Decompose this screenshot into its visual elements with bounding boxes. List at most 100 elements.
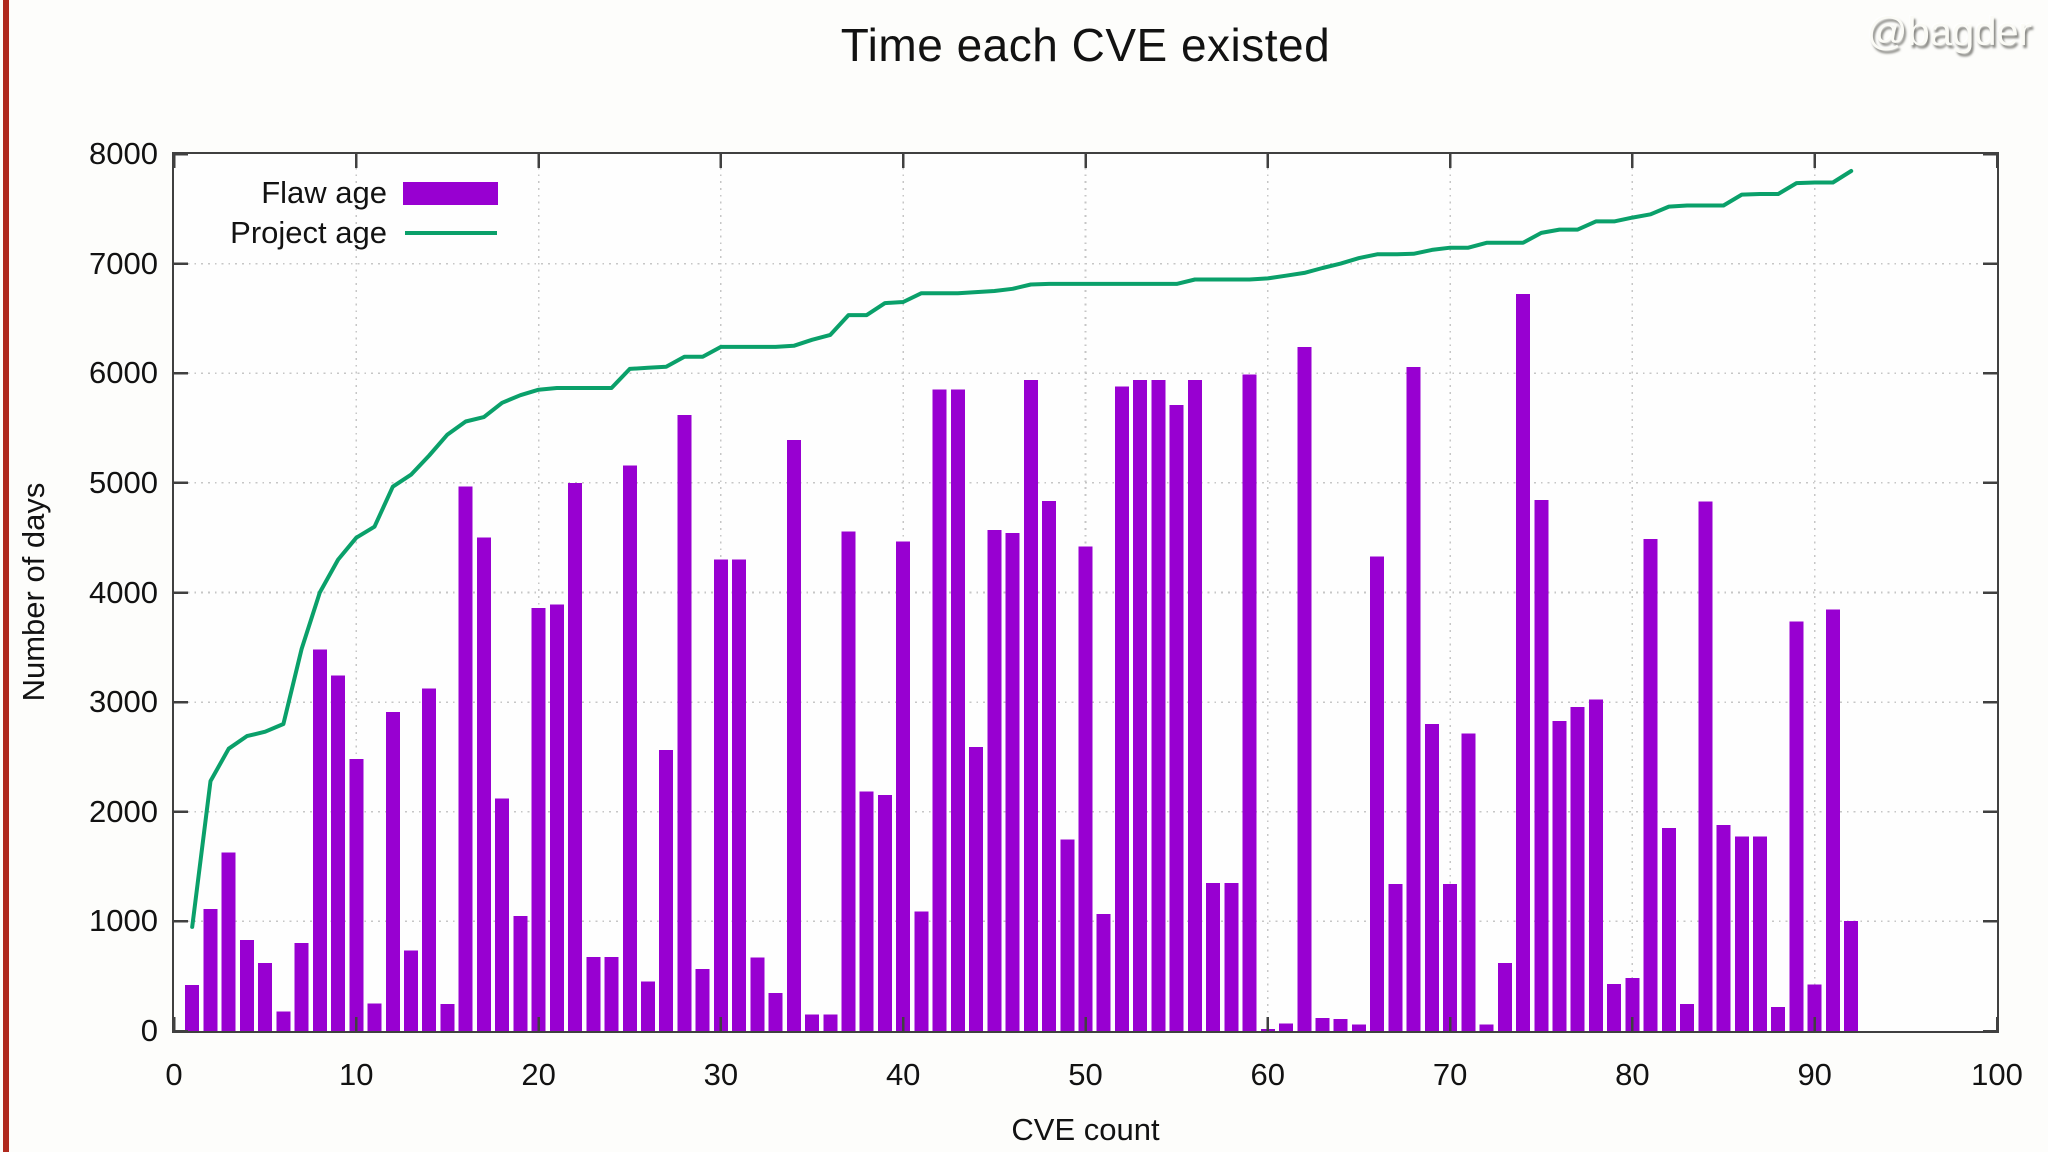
flaw-age-bar bbox=[604, 957, 619, 1031]
flaw-age-bar bbox=[713, 559, 728, 1031]
x-tick-label: 70 bbox=[1432, 1057, 1468, 1092]
legend-label-project-age: Project age bbox=[230, 215, 387, 250]
flaw-age-bar bbox=[422, 688, 437, 1031]
flaw-age-bar bbox=[1242, 374, 1257, 1031]
flaw-age-bar bbox=[1352, 1024, 1366, 1031]
flaw-age-bar bbox=[1479, 1024, 1494, 1031]
flaw-age-bar bbox=[239, 940, 254, 1031]
flaw-age-bar bbox=[641, 981, 655, 1031]
flaw-age-bar bbox=[695, 969, 710, 1031]
flaw-age-bar bbox=[1297, 346, 1312, 1031]
flaw-age-bar bbox=[1187, 379, 1202, 1031]
flaw-age-bar bbox=[1716, 824, 1731, 1031]
flaw-age-bar bbox=[1698, 501, 1713, 1031]
flaw-age-bar bbox=[786, 440, 801, 1031]
y-tick-label: 0 bbox=[140, 1013, 158, 1048]
flaw-age-bar bbox=[331, 675, 346, 1031]
flaw-age-bar bbox=[531, 607, 546, 1031]
flaw-age-bar bbox=[1753, 836, 1767, 1031]
flaw-age-bar bbox=[1279, 1023, 1293, 1031]
flaw-age-bar bbox=[513, 915, 528, 1031]
y-tick-label: 4000 bbox=[89, 574, 158, 610]
y-tick-labels: 0 1000 2000 3000 4000 5000 6000 7000 8000 bbox=[0, 136, 158, 1048]
flaw-age-bar bbox=[349, 759, 364, 1031]
flaw-age-bar bbox=[1825, 609, 1840, 1031]
flaw-age-bar bbox=[677, 414, 692, 1031]
flaw-age-bar bbox=[476, 537, 491, 1031]
flaw-age-bar bbox=[914, 911, 929, 1031]
flaw-age-bar bbox=[404, 950, 418, 1031]
left-edge-accent-bar bbox=[3, 0, 9, 1152]
flaw-age-bar bbox=[896, 541, 911, 1031]
flaw-age-bar bbox=[768, 993, 783, 1031]
chart-title: Time each CVE existed bbox=[840, 19, 1331, 71]
y-tick-label: 5000 bbox=[89, 464, 158, 500]
flaw-age-bar bbox=[987, 530, 1002, 1031]
chart-canvas bbox=[174, 154, 1997, 1031]
flaw-age-bar bbox=[1023, 379, 1038, 1031]
flaw-age-bar bbox=[1151, 379, 1166, 1031]
flaw-age-bar bbox=[458, 486, 473, 1031]
x-tick-label: 20 bbox=[521, 1057, 556, 1092]
flaw-age-bar bbox=[1734, 836, 1749, 1031]
flaw-age-swatch bbox=[403, 181, 498, 205]
legend-label-flaw-age: Flaw age bbox=[261, 175, 387, 210]
flaw-age-bar bbox=[859, 791, 874, 1031]
flaw-age-bar bbox=[805, 1014, 819, 1031]
y-tick-label: 7000 bbox=[89, 245, 158, 281]
flaw-age-bar bbox=[1333, 1018, 1348, 1031]
flaw-age-bar bbox=[1005, 532, 1020, 1031]
flaw-age-bar bbox=[1588, 699, 1603, 1031]
x-tick-labels: 0 10 20 30 40 50 60 70 80 90 100 bbox=[165, 1047, 2022, 1092]
flaw-age-bar bbox=[1206, 883, 1221, 1031]
flaw-age-bar bbox=[878, 794, 892, 1031]
flaw-age-bar bbox=[294, 942, 309, 1031]
flaw-age-bar bbox=[1807, 984, 1822, 1031]
x-tick-label: 50 bbox=[1068, 1057, 1103, 1092]
y-tick-label: 8000 bbox=[89, 136, 158, 171]
flaw-age-bar bbox=[1661, 828, 1676, 1031]
flaw-age-bar bbox=[312, 649, 327, 1031]
plot-area: Flaw age Project age bbox=[172, 152, 1999, 1033]
flaw-age-bar bbox=[1607, 983, 1622, 1031]
flaw-age-bar bbox=[1844, 920, 1859, 1031]
flaw-age-bar bbox=[1388, 884, 1403, 1031]
x-tick-label: 0 bbox=[165, 1057, 183, 1092]
x-tick-label: 40 bbox=[885, 1057, 921, 1092]
flaw-age-bar bbox=[1078, 546, 1093, 1031]
flaw-age-bar bbox=[823, 1014, 838, 1031]
project-age-line bbox=[190, 169, 1854, 929]
legend-row-project-age: Project age bbox=[174, 215, 497, 250]
flaw-age-bar bbox=[1315, 1017, 1330, 1031]
flaw-age-bar bbox=[1443, 884, 1458, 1031]
flaw-age-bar bbox=[1115, 386, 1129, 1031]
flaw-age-bar bbox=[258, 963, 273, 1031]
x-tick-label: 80 bbox=[1615, 1057, 1650, 1092]
flaw-age-bar bbox=[586, 957, 601, 1031]
y-tick-label: 3000 bbox=[89, 684, 158, 720]
flaw-age-bar bbox=[1643, 538, 1658, 1031]
flaw-age-bar bbox=[440, 1004, 455, 1031]
flaw-age-bar bbox=[732, 559, 747, 1031]
flaw-age-bar bbox=[1570, 707, 1585, 1031]
watermark-handle: @bagder bbox=[1866, 10, 2032, 54]
x-tick-label: 60 bbox=[1250, 1057, 1286, 1092]
flaw-age-bar bbox=[276, 1011, 291, 1031]
flaw-age-bar bbox=[1461, 733, 1476, 1031]
flaw-age-bar bbox=[1680, 1004, 1695, 1031]
flaw-age-bar bbox=[549, 604, 564, 1031]
flaw-age-bar bbox=[622, 465, 637, 1031]
y-tick-label: 6000 bbox=[89, 355, 158, 391]
flaw-age-bar bbox=[1789, 621, 1804, 1031]
flaw-age-bar bbox=[385, 712, 400, 1031]
flaw-age-bar bbox=[1771, 1006, 1786, 1031]
flaw-age-bar bbox=[1133, 379, 1148, 1031]
flaw-age-bar bbox=[1224, 883, 1239, 1031]
flaw-age-bar bbox=[1534, 499, 1549, 1031]
flaw-age-bar bbox=[950, 389, 965, 1031]
x-tick-label: 10 bbox=[339, 1057, 374, 1092]
flaw-age-bar bbox=[1625, 977, 1640, 1031]
flaw-age-bar bbox=[185, 985, 200, 1031]
y-tick-label: 2000 bbox=[89, 793, 158, 829]
